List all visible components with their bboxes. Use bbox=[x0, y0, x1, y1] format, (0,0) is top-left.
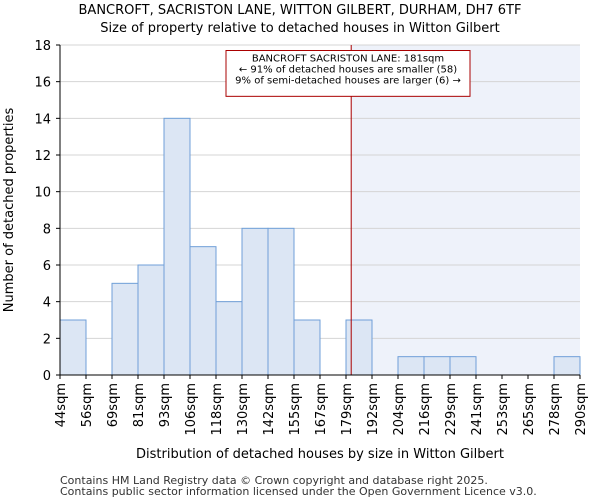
bar-229sqm bbox=[449, 356, 477, 376]
bar-204sqm bbox=[397, 356, 425, 376]
x-tick-label: 106sqm bbox=[184, 383, 199, 436]
y-axis-label: Number of detached properties bbox=[2, 108, 17, 313]
x-tick-label: 216sqm bbox=[418, 383, 433, 436]
bar-142sqm bbox=[267, 227, 295, 376]
chart-subtitle: Size of property relative to detached ho… bbox=[100, 21, 500, 36]
bar-81sqm bbox=[137, 264, 165, 376]
annotation-line-1: BANCROFT SACRISTON LANE: 181sqm bbox=[252, 54, 444, 65]
bar-106sqm bbox=[189, 246, 217, 376]
x-tick-label: 142sqm bbox=[262, 383, 277, 436]
x-tick-label: 192sqm bbox=[366, 383, 381, 436]
x-tick-label: 229sqm bbox=[444, 383, 459, 436]
bar-44sqm bbox=[59, 319, 87, 376]
bar-93sqm bbox=[163, 117, 191, 376]
x-tick-label: 130sqm bbox=[236, 383, 251, 436]
y-tick-label: 14 bbox=[34, 112, 51, 127]
chart-title: BANCROFT, SACRISTON LANE, WITTON GILBERT… bbox=[78, 3, 522, 18]
bar-130sqm bbox=[241, 227, 269, 376]
highlight-region bbox=[351, 45, 580, 375]
x-tick-label: 69sqm bbox=[106, 383, 121, 427]
bar-155sqm bbox=[293, 319, 321, 376]
x-tick-label: 93sqm bbox=[158, 383, 173, 427]
bar-69sqm bbox=[111, 282, 139, 376]
x-tick-labels: 44sqm 56sqm 69sqm 81sqm 93sqm 106sqm 118sqm 130… bbox=[54, 375, 589, 436]
x-tick-label: 56sqm bbox=[80, 383, 95, 427]
y-tick-label: 0 bbox=[43, 369, 51, 384]
x-tick-label: 278sqm bbox=[548, 383, 563, 436]
bar-118sqm bbox=[215, 301, 243, 376]
y-tick-label: 6 bbox=[43, 259, 51, 274]
x-tick-label: 155sqm bbox=[288, 383, 303, 436]
x-tick-label: 81sqm bbox=[132, 383, 147, 427]
x-tick-label: 179sqm bbox=[340, 383, 355, 436]
y-tick-label: 16 bbox=[34, 76, 51, 91]
x-tick-label: 204sqm bbox=[392, 383, 407, 436]
x-tick-label: 167sqm bbox=[314, 383, 329, 436]
footer-line-2: Contains public sector information licen… bbox=[60, 485, 537, 498]
y-tick-label: 4 bbox=[43, 296, 51, 311]
x-tick-label: 265sqm bbox=[522, 383, 537, 436]
x-axis-label: Distribution of detached houses by size … bbox=[136, 447, 504, 462]
x-tick-label: 44sqm bbox=[54, 383, 69, 427]
y-tick-labels: 0 2 4 6 8 10 12 14 16 18 bbox=[34, 39, 60, 384]
annotation-line-2: ← 91% of detached houses are smaller (58… bbox=[239, 65, 457, 76]
y-tick-label: 10 bbox=[34, 186, 51, 201]
bar-179sqm bbox=[345, 319, 373, 376]
x-tick-label: 118sqm bbox=[210, 383, 225, 436]
y-tick-label: 2 bbox=[43, 332, 51, 347]
bar-216sqm bbox=[423, 356, 451, 376]
annotation-box bbox=[225, 50, 471, 97]
y-tick-label: 8 bbox=[43, 222, 51, 237]
x-tick-label: 253sqm bbox=[496, 383, 511, 436]
bar-278sqm bbox=[553, 356, 581, 376]
bars bbox=[59, 117, 581, 376]
footer-line-1: Contains HM Land Registry data © Crown c… bbox=[60, 474, 488, 487]
x-tick-label: 241sqm bbox=[470, 383, 485, 436]
y-tick-label: 18 bbox=[34, 39, 51, 54]
annotation-line-3: 9% of semi-detached houses are larger (6… bbox=[235, 76, 461, 87]
x-tick-label: 290sqm bbox=[574, 383, 589, 436]
y-tick-label: 12 bbox=[34, 149, 51, 164]
